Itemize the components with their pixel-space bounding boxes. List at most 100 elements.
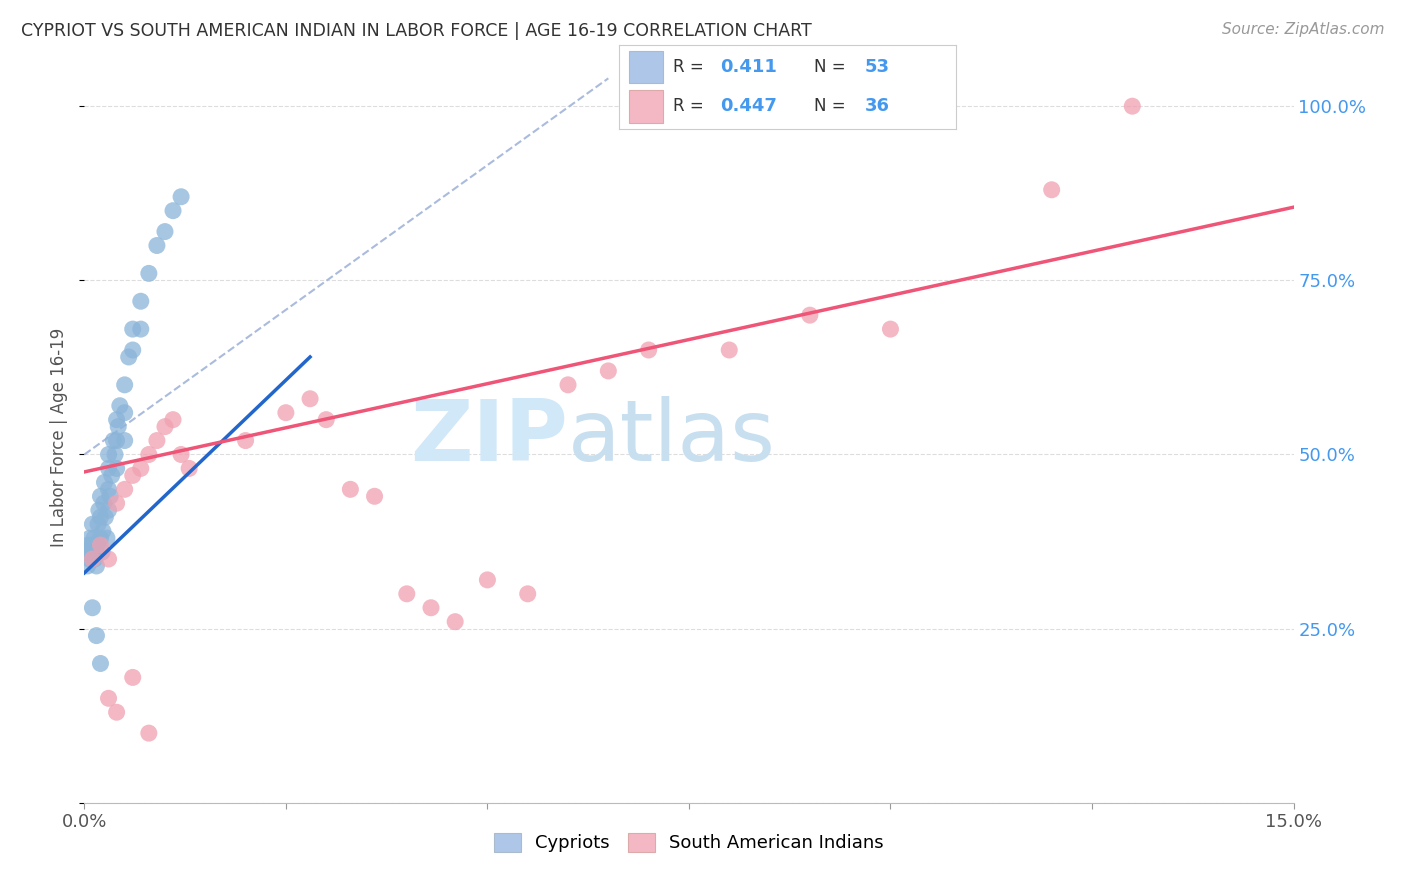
Point — [97, 483, 120, 497]
Point — [79, 531, 101, 545]
Point — [77, 552, 100, 566]
Point — [105, 705, 128, 719]
Text: 0.411: 0.411 — [720, 58, 776, 76]
Point — [97, 691, 120, 706]
Point — [516, 587, 538, 601]
Point — [121, 670, 143, 684]
Point — [395, 587, 418, 601]
Point — [82, 538, 104, 552]
Point — [93, 475, 115, 490]
Point — [82, 552, 104, 566]
Point — [105, 496, 128, 510]
Point — [104, 448, 127, 462]
Text: 0.447: 0.447 — [720, 97, 776, 115]
Point — [129, 294, 152, 309]
Point — [557, 377, 579, 392]
Point — [114, 483, 136, 497]
Point — [1040, 183, 1063, 197]
Point — [89, 531, 111, 545]
Point — [82, 517, 104, 532]
Bar — [628, 90, 662, 122]
Point — [97, 448, 120, 462]
Point — [114, 434, 136, 448]
Point — [89, 510, 111, 524]
Point — [718, 343, 741, 357]
Point — [86, 629, 108, 643]
Point — [129, 461, 152, 475]
Point — [146, 238, 169, 252]
Point — [100, 468, 122, 483]
Point — [108, 399, 131, 413]
Point — [477, 573, 499, 587]
Point — [80, 545, 103, 559]
Point — [162, 203, 184, 218]
Point — [98, 489, 121, 503]
Point — [87, 517, 110, 532]
Point — [89, 538, 111, 552]
Point — [420, 600, 443, 615]
Point — [1121, 99, 1143, 113]
Point — [87, 503, 110, 517]
Point — [93, 496, 115, 510]
Point — [97, 461, 120, 475]
Point — [83, 552, 105, 566]
Point — [138, 726, 160, 740]
Point — [83, 531, 105, 545]
Point — [105, 461, 128, 475]
Point — [114, 406, 136, 420]
Point — [235, 434, 257, 448]
Point — [91, 545, 114, 559]
Point — [107, 419, 129, 434]
Point — [97, 552, 120, 566]
Point — [94, 510, 117, 524]
Point — [598, 364, 620, 378]
Point — [82, 600, 104, 615]
Point — [153, 419, 176, 434]
Text: CYPRIOT VS SOUTH AMERICAN INDIAN IN LABOR FORCE | AGE 16-19 CORRELATION CHART: CYPRIOT VS SOUTH AMERICAN INDIAN IN LABO… — [21, 22, 811, 40]
Bar — [628, 51, 662, 83]
Text: R =: R = — [672, 97, 709, 115]
Point — [86, 538, 108, 552]
Point — [76, 545, 98, 559]
Point — [89, 489, 111, 503]
Text: 36: 36 — [865, 97, 890, 115]
Point — [105, 412, 128, 426]
Point — [315, 412, 337, 426]
Point — [103, 434, 125, 448]
Point — [146, 434, 169, 448]
Point — [84, 545, 107, 559]
Point — [170, 190, 193, 204]
Point — [96, 531, 118, 545]
Text: R =: R = — [672, 58, 709, 76]
Point — [77, 538, 100, 552]
Text: N =: N = — [814, 97, 846, 115]
Point — [121, 468, 143, 483]
Point — [97, 503, 120, 517]
Text: 53: 53 — [865, 58, 890, 76]
Point — [138, 266, 160, 280]
Point — [799, 308, 821, 322]
Text: atlas: atlas — [568, 395, 776, 479]
Point — [637, 343, 659, 357]
Point — [179, 461, 201, 475]
Point — [114, 377, 136, 392]
Point — [76, 558, 98, 573]
Point — [170, 448, 193, 462]
Point — [121, 343, 143, 357]
Point — [363, 489, 385, 503]
Text: ZIP: ZIP — [411, 395, 568, 479]
Text: N =: N = — [814, 58, 846, 76]
Point — [138, 448, 160, 462]
Point — [91, 524, 114, 538]
Point — [86, 558, 108, 573]
Point — [879, 322, 901, 336]
Point — [121, 322, 143, 336]
Point — [153, 225, 176, 239]
Point — [89, 657, 111, 671]
Point — [129, 322, 152, 336]
Point — [118, 350, 141, 364]
Text: Source: ZipAtlas.com: Source: ZipAtlas.com — [1222, 22, 1385, 37]
Point — [105, 434, 128, 448]
Point — [444, 615, 467, 629]
Point — [162, 412, 184, 426]
